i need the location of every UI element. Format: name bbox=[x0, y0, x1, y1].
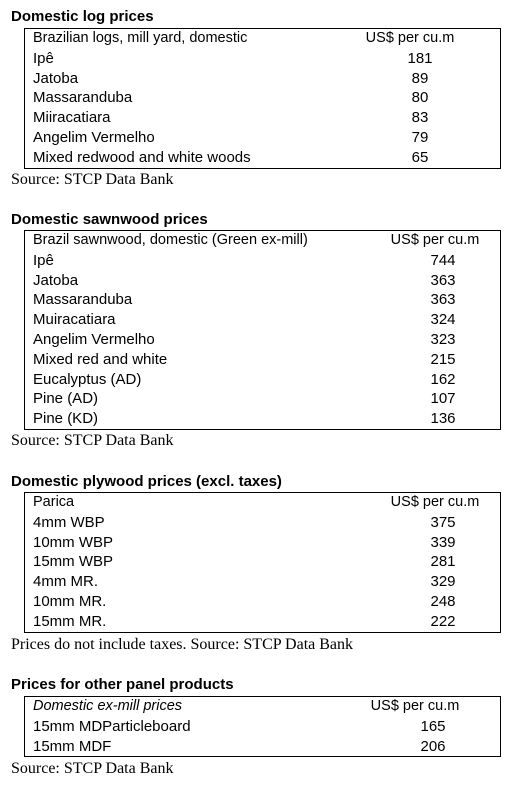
source-note: Source: STCP Data Bank bbox=[11, 171, 174, 188]
row-label: Mixed redwood and white woods bbox=[33, 148, 251, 166]
table-row: Muiracatiara 324 bbox=[25, 310, 500, 330]
table-header-row: Domestic ex-mill prices US$ per cu.m bbox=[25, 697, 500, 717]
row-value: 89 bbox=[411, 69, 429, 87]
row-value: 136 bbox=[430, 410, 456, 428]
table-header-row: Parica US$ per cu.m bbox=[25, 493, 500, 513]
row-value: 222 bbox=[430, 612, 456, 630]
log-prices-table: Brazilian logs, mill yard, domestic US$ … bbox=[24, 28, 501, 169]
row-label: 15mm MDParticleboard bbox=[33, 717, 191, 735]
row-value: 165 bbox=[420, 717, 446, 735]
row-value: 107 bbox=[430, 390, 456, 408]
row-value: 80 bbox=[411, 89, 429, 107]
table-row: Jatoba 89 bbox=[25, 69, 500, 89]
header-unit: US$ per cu.m bbox=[390, 494, 480, 510]
row-value: 339 bbox=[430, 533, 456, 551]
row-label: 4mm WBP bbox=[33, 513, 105, 531]
table-row: Ipê 744 bbox=[25, 251, 500, 271]
header-label: Domestic ex-mill prices bbox=[33, 698, 183, 714]
row-label: 15mm MDF bbox=[33, 737, 112, 755]
table-row: 10mm MR. 248 bbox=[25, 592, 500, 612]
row-value: 324 bbox=[430, 311, 456, 329]
section-title: Domestic sawnwood prices bbox=[11, 211, 208, 228]
row-value: 744 bbox=[430, 251, 456, 269]
row-value: 329 bbox=[430, 573, 456, 591]
row-label: 4mm MR. bbox=[33, 573, 98, 591]
row-label: Miiracatiara bbox=[33, 109, 111, 127]
header-unit: US$ per cu.m bbox=[370, 698, 460, 714]
row-label: Massaranduba bbox=[33, 291, 133, 309]
row-label: 10mm WBP bbox=[33, 533, 114, 551]
row-value: 83 bbox=[411, 109, 429, 127]
table-row: Pine (AD) 107 bbox=[25, 389, 500, 409]
row-label: Angelim Vermelho bbox=[33, 128, 155, 146]
row-label: Muiracatiara bbox=[33, 311, 116, 329]
table-row: 15mm WBP 281 bbox=[25, 552, 500, 572]
row-label: Jatoba bbox=[33, 69, 79, 87]
row-label: Pine (AD) bbox=[33, 390, 99, 408]
row-label: Ipê bbox=[33, 251, 54, 269]
table-row: Massaranduba 80 bbox=[25, 88, 500, 108]
table-row: 10mm WBP 339 bbox=[25, 533, 500, 553]
header-label: Brazilian logs, mill yard, domestic bbox=[33, 30, 248, 46]
table-row: Mixed redwood and white woods 65 bbox=[25, 148, 500, 168]
row-value: 162 bbox=[430, 370, 456, 388]
header-unit: US$ per cu.m bbox=[365, 30, 455, 46]
table-row: Miiracatiara 83 bbox=[25, 108, 500, 128]
section-title: Prices for other panel products bbox=[11, 676, 234, 693]
row-value: 375 bbox=[430, 513, 456, 531]
row-value: 215 bbox=[430, 350, 456, 368]
section-title: Domestic plywood prices (excl. taxes) bbox=[11, 473, 282, 490]
row-label: Eucalyptus (AD) bbox=[33, 370, 142, 388]
table-row: 15mm MDF 206 bbox=[25, 737, 500, 757]
row-label: Jatoba bbox=[33, 271, 79, 289]
row-value: 181 bbox=[407, 49, 433, 67]
table-row: 4mm WBP 375 bbox=[25, 513, 500, 533]
row-value: 248 bbox=[430, 592, 456, 610]
table-row: Angelim Vermelho 323 bbox=[25, 330, 500, 350]
header-label: Brazil sawnwood, domestic (Green ex-mill… bbox=[33, 232, 308, 248]
row-label: 10mm MR. bbox=[33, 592, 107, 610]
table-header-row: Brazilian logs, mill yard, domestic US$ … bbox=[25, 29, 500, 49]
table-row: Mixed red and white 215 bbox=[25, 350, 500, 370]
row-value: 206 bbox=[420, 737, 446, 755]
table-header-row: Brazil sawnwood, domestic (Green ex-mill… bbox=[25, 231, 500, 251]
row-label: 15mm MR. bbox=[33, 612, 107, 630]
table-row: 4mm MR. 329 bbox=[25, 572, 500, 592]
source-note: Prices do not include taxes. Source: STC… bbox=[11, 636, 354, 653]
source-note: Source: STCP Data Bank bbox=[11, 760, 174, 777]
row-label: Ipê bbox=[33, 49, 54, 67]
row-value: 79 bbox=[411, 128, 429, 146]
sawnwood-prices-table: Brazil sawnwood, domestic (Green ex-mill… bbox=[24, 230, 501, 430]
row-value: 323 bbox=[430, 330, 456, 348]
row-label: Massaranduba bbox=[33, 89, 133, 107]
table-row: Ipê 181 bbox=[25, 49, 500, 69]
row-value: 281 bbox=[430, 553, 456, 571]
table-row: 15mm MR. 222 bbox=[25, 612, 500, 632]
row-label: Pine (KD) bbox=[33, 410, 99, 428]
table-row: 15mm MDParticleboard 165 bbox=[25, 717, 500, 737]
table-row: Angelim Vermelho 79 bbox=[25, 128, 500, 148]
row-label: 15mm WBP bbox=[33, 553, 114, 571]
row-label: Angelim Vermelho bbox=[33, 330, 155, 348]
header-unit: US$ per cu.m bbox=[390, 232, 480, 248]
header-label: Parica bbox=[33, 494, 75, 510]
table-row: Jatoba 363 bbox=[25, 271, 500, 291]
table-row: Massaranduba 363 bbox=[25, 290, 500, 310]
table-row: Eucalyptus (AD) 162 bbox=[25, 370, 500, 390]
row-label: Mixed red and white bbox=[33, 350, 168, 368]
plywood-prices-table: Parica US$ per cu.m 4mm WBP 375 10mm WBP 3… bbox=[24, 492, 501, 633]
row-value: 65 bbox=[411, 148, 429, 166]
table-row: Pine (KD) 136 bbox=[25, 409, 500, 429]
source-note: Source: STCP Data Bank bbox=[11, 432, 174, 449]
panel-prices-table: Domestic ex-mill prices US$ per cu.m 15m… bbox=[24, 696, 501, 757]
section-title: Domestic log prices bbox=[11, 8, 154, 25]
row-value: 363 bbox=[430, 291, 456, 309]
row-value: 363 bbox=[430, 271, 456, 289]
